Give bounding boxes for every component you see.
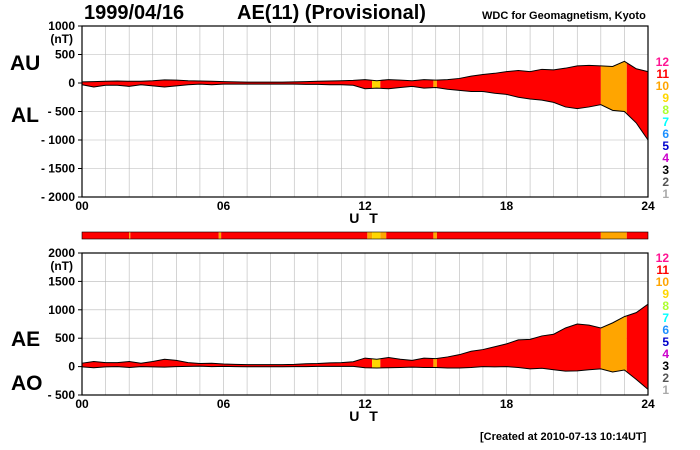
activity-bar-frame bbox=[81, 231, 649, 240]
index-title: AE(11) (Provisional) bbox=[237, 2, 426, 24]
legend-level-5: 5 bbox=[662, 139, 669, 153]
au-label: AU bbox=[10, 52, 41, 75]
legend-level-9: 9 bbox=[662, 287, 669, 301]
legend-level-4: 4 bbox=[662, 151, 669, 165]
legend-level-6: 6 bbox=[662, 323, 669, 337]
lower-chart: 2000 1500 1000 500 0 - 500 (nT) 00 06 12 18 24 U T bbox=[48, 246, 655, 424]
legend-level-8: 8 bbox=[662, 299, 669, 313]
x-tick-label: 12 bbox=[358, 397, 372, 411]
x-tick-label: 06 bbox=[217, 397, 231, 411]
activity-segment bbox=[82, 304, 373, 390]
legend-level-2: 2 bbox=[662, 371, 669, 385]
legend-level-10: 10 bbox=[656, 79, 670, 93]
y-unit-label: (nT) bbox=[50, 259, 73, 273]
y-tick-label: - 500 bbox=[48, 388, 76, 402]
y-tick-label: 500 bbox=[55, 48, 75, 62]
y-tick-label: - 500 bbox=[48, 105, 76, 119]
activity-bar-segment bbox=[130, 232, 219, 239]
activity-segment bbox=[372, 304, 381, 390]
x-tick-label: 00 bbox=[75, 199, 89, 213]
legend-level-6: 6 bbox=[662, 127, 669, 141]
y-tick-label: 0 bbox=[68, 360, 75, 374]
upper-chart: 1000 500 0 - 500 - 1000 - 1500 - 2000 (nT) 00 06 1… bbox=[41, 19, 655, 226]
y-tick-label: 0 bbox=[68, 76, 75, 90]
activity-segment bbox=[626, 304, 648, 390]
source-label: WDC for Geomagnetism, Kyoto bbox=[482, 10, 646, 22]
legend-level-5: 5 bbox=[662, 335, 669, 349]
x-tick-label: 12 bbox=[358, 199, 372, 213]
activity-bar-segment bbox=[367, 232, 373, 239]
activity-bar-segment bbox=[372, 232, 381, 239]
x-tick-label: 00 bbox=[75, 397, 89, 411]
x-tick-label: 24 bbox=[641, 397, 655, 411]
legend-level-12: 12 bbox=[656, 55, 670, 69]
y-tick-label: 1000 bbox=[48, 303, 75, 317]
series-line-ao bbox=[81, 365, 649, 390]
legend-level-10: 10 bbox=[656, 275, 670, 289]
legend-level-3: 3 bbox=[662, 163, 669, 177]
activity-bar-segment bbox=[82, 232, 130, 239]
activity-bar-segment bbox=[600, 232, 627, 239]
series-line-au bbox=[81, 60, 649, 83]
series-line-al bbox=[81, 83, 649, 141]
x-axis-label: U T bbox=[349, 408, 381, 424]
activity-bar-segment bbox=[221, 232, 368, 239]
legend-level-11: 11 bbox=[656, 67, 669, 81]
activity-segment bbox=[626, 61, 648, 141]
legend-level-1: 1 bbox=[662, 187, 669, 201]
activity-segment bbox=[600, 304, 627, 390]
legend-level-1: 1 bbox=[662, 383, 669, 397]
legend-level-8: 8 bbox=[662, 103, 669, 117]
y-tick-label: 500 bbox=[55, 331, 75, 345]
x-axis-label: U T bbox=[349, 210, 381, 226]
al-label: AL bbox=[11, 104, 39, 127]
legend-level-9: 9 bbox=[662, 91, 669, 105]
legend-level-12: 12 bbox=[656, 251, 670, 265]
activity-bar-segment bbox=[386, 232, 434, 239]
activity-bar-segment bbox=[218, 232, 222, 239]
y-tick-label: 1500 bbox=[48, 274, 75, 288]
y-unit-label: (nT) bbox=[50, 32, 73, 46]
date-title: 1999/04/16 bbox=[84, 2, 185, 24]
activity-bar bbox=[81, 231, 649, 240]
legend-level-3: 3 bbox=[662, 359, 669, 373]
plot-frame bbox=[81, 252, 649, 396]
activity-bar-segment bbox=[380, 232, 387, 239]
x-tick-label: 18 bbox=[500, 199, 514, 213]
x-tick-label: 24 bbox=[641, 199, 655, 213]
ao-label: AO bbox=[11, 372, 43, 395]
activity-bar-segment bbox=[626, 232, 648, 239]
y-tick-label: - 2000 bbox=[41, 190, 75, 204]
activity-bar-segment bbox=[436, 232, 601, 239]
y-tick-label: - 1000 bbox=[41, 133, 75, 147]
activity-bar-segment bbox=[433, 232, 437, 239]
ae-label: AE bbox=[11, 328, 41, 351]
y-tick-label: 1000 bbox=[48, 19, 75, 33]
legend-level-7: 7 bbox=[662, 311, 669, 325]
y-tick-label: 2000 bbox=[48, 246, 75, 260]
legend-level-2: 2 bbox=[662, 175, 669, 189]
legend-level-11: 11 bbox=[656, 263, 669, 277]
x-tick-label: 06 bbox=[217, 199, 231, 213]
series-line-ae bbox=[81, 303, 649, 366]
y-tick-label: - 1500 bbox=[41, 162, 75, 176]
activity-bar-segment bbox=[129, 232, 131, 239]
activity-segment bbox=[433, 304, 437, 390]
x-tick-label: 18 bbox=[500, 397, 514, 411]
legend-level-4: 4 bbox=[662, 347, 669, 361]
legend-level-7: 7 bbox=[662, 115, 669, 129]
created-timestamp: [Created at 2010-07-13 10:14UT] bbox=[480, 431, 647, 443]
